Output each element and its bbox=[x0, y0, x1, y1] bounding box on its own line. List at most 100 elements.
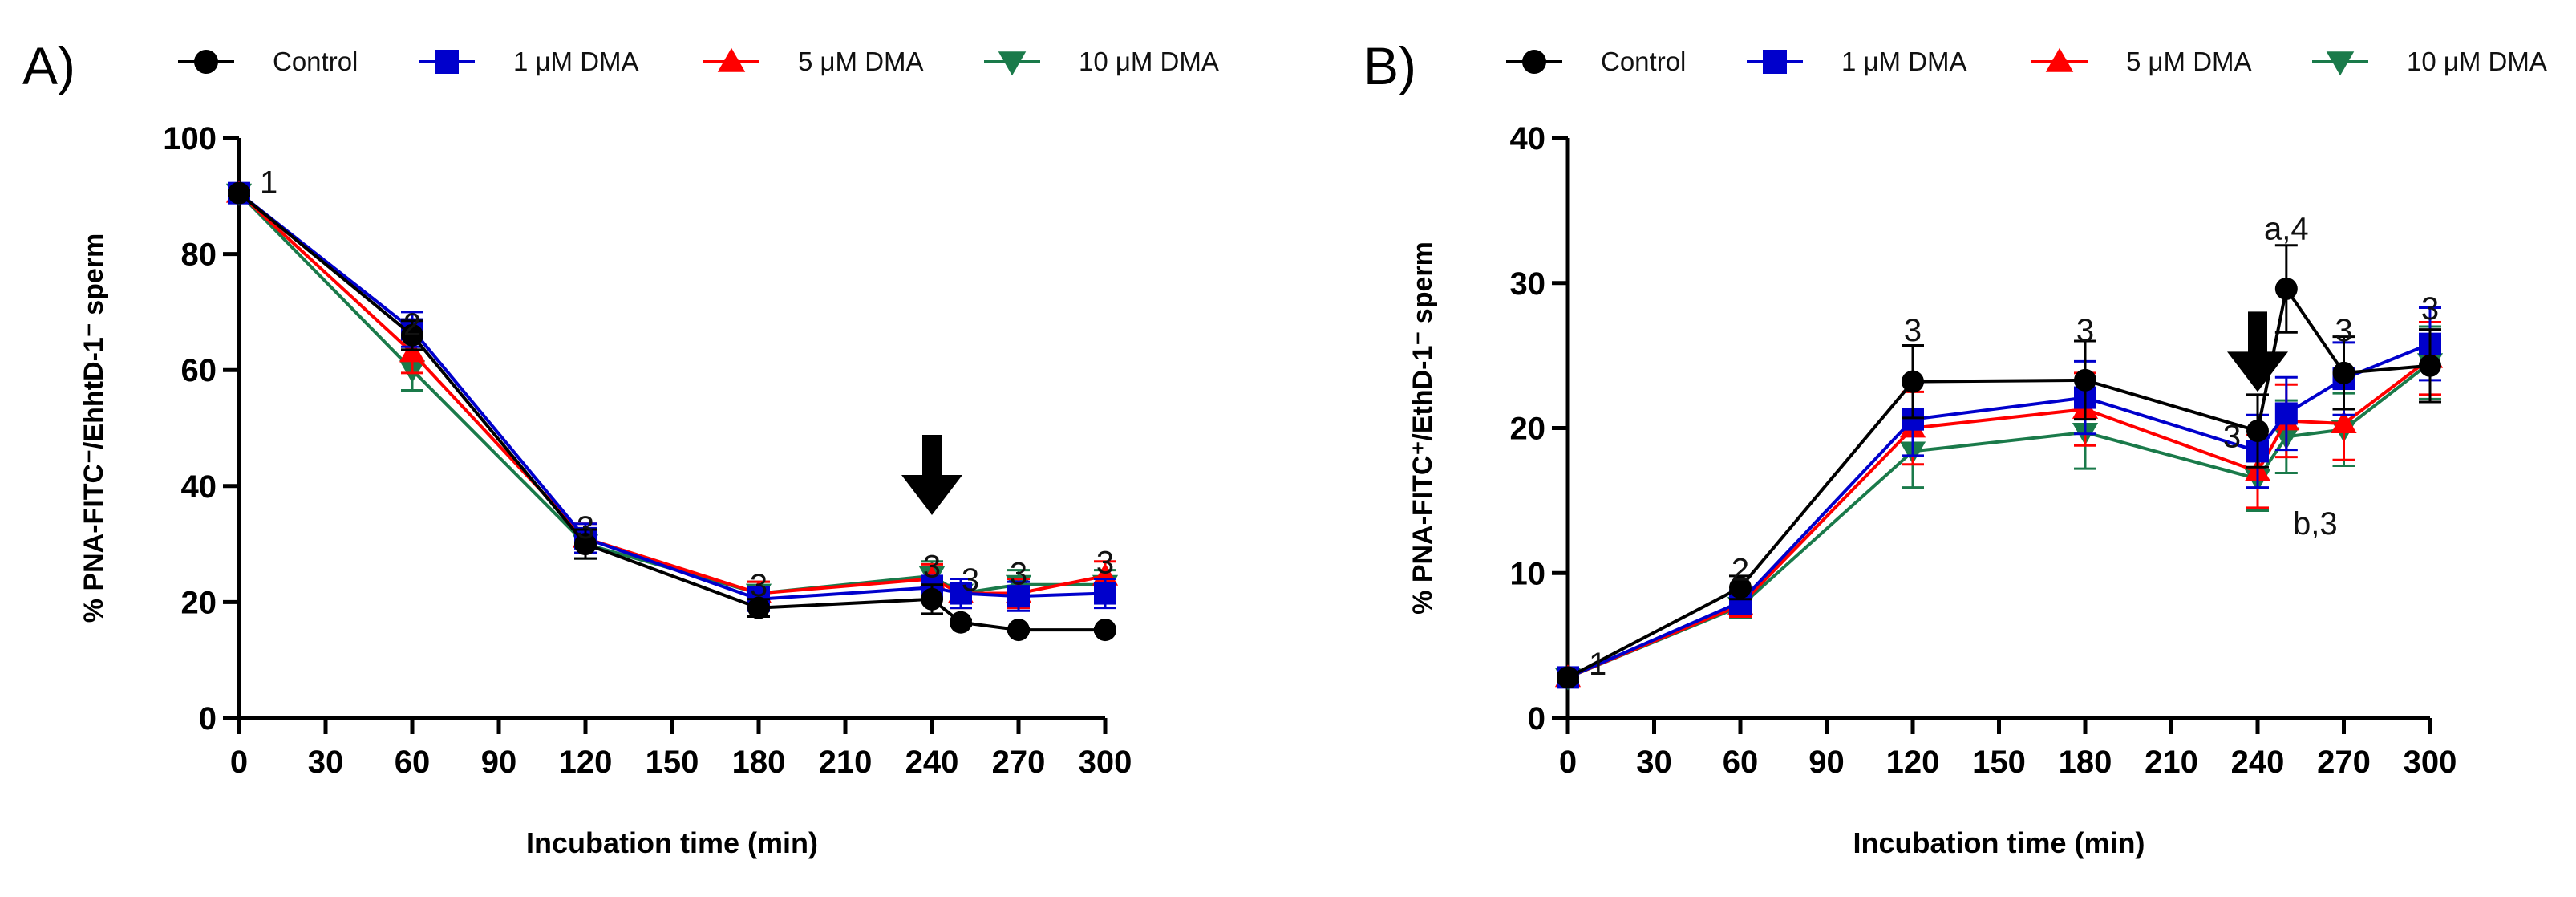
significance-label: 3 bbox=[2335, 313, 2352, 348]
legend-label: 5 μM DMA bbox=[798, 47, 924, 76]
x-tick-label: 60 bbox=[395, 745, 431, 780]
data-point bbox=[1094, 582, 1116, 605]
x-tick-label: 120 bbox=[1886, 745, 1940, 780]
series-line bbox=[1567, 284, 2431, 680]
legend-label: 10 μM DMA bbox=[2407, 47, 2547, 76]
data-point bbox=[747, 596, 770, 619]
significance-label: 3 bbox=[1904, 313, 1922, 348]
legend-entry: Control bbox=[178, 47, 358, 76]
significance-label: 3 bbox=[2421, 291, 2439, 327]
legend-entry: 5 μM DMA bbox=[2031, 47, 2252, 76]
significance-label: 1 bbox=[1589, 647, 1606, 682]
series-2 bbox=[225, 180, 1119, 610]
y-axis-title: % PNA-FITC⁺/EthD-1⁻ sperm bbox=[1407, 242, 1438, 615]
data-point bbox=[950, 611, 972, 634]
x-tick-label: 30 bbox=[308, 745, 344, 780]
x-tick-label: 240 bbox=[2231, 745, 2285, 780]
y-tick-label: 40 bbox=[1510, 121, 1546, 156]
y-tick-label: 0 bbox=[199, 701, 217, 737]
data-point bbox=[2274, 402, 2298, 425]
y-tick-label: 80 bbox=[181, 237, 217, 273]
x-tick-label: 270 bbox=[992, 745, 1046, 780]
legend-marker bbox=[998, 51, 1027, 76]
legend-label: Control bbox=[1601, 47, 1686, 76]
data-point bbox=[2331, 410, 2357, 433]
data-point bbox=[2246, 420, 2269, 443]
significance-label: a,4 bbox=[2264, 212, 2309, 247]
significance-label: 3 bbox=[1096, 545, 1114, 580]
x-tick-label: 180 bbox=[732, 745, 786, 780]
legend-marker bbox=[1763, 50, 1787, 74]
data-point bbox=[574, 533, 597, 556]
legend-entry: 1 μM DMA bbox=[419, 47, 639, 76]
data-point bbox=[2074, 368, 2096, 392]
treatment-arrow bbox=[901, 434, 962, 515]
x-tick-label: 300 bbox=[1079, 745, 1132, 780]
series-1 bbox=[228, 181, 1116, 612]
series-line bbox=[237, 192, 1106, 601]
data-point bbox=[921, 587, 943, 611]
legend-marker bbox=[717, 47, 746, 72]
legend-marker bbox=[194, 50, 218, 74]
significance-label: 3 bbox=[923, 549, 941, 584]
significance-label: 3 bbox=[750, 568, 768, 603]
chart-panel-a: A) Control 1 μM DMA 5 μM DMA 10 μM DMA020406… bbox=[22, 36, 1219, 859]
legend-entry: 10 μM DMA bbox=[2312, 47, 2547, 76]
legend-label: 5 μM DMA bbox=[2126, 47, 2252, 76]
data-point bbox=[2419, 354, 2441, 377]
data-point bbox=[1007, 619, 1030, 642]
series-3 bbox=[225, 183, 1119, 610]
x-tick-label: 240 bbox=[905, 745, 959, 780]
significance-label: 3 bbox=[2076, 313, 2094, 348]
y-tick-label: 40 bbox=[181, 469, 217, 505]
x-axis-title: Incubation time (min) bbox=[526, 826, 818, 859]
x-tick-label: 150 bbox=[646, 745, 699, 780]
legend-entry: 1 μM DMA bbox=[1747, 47, 1967, 76]
y-tick-label: 100 bbox=[163, 121, 217, 156]
x-tick-label: 180 bbox=[2059, 745, 2112, 780]
data-point bbox=[2274, 277, 2298, 300]
legend-label: 10 μM DMA bbox=[1079, 47, 1219, 76]
legend-label: Control bbox=[273, 47, 358, 76]
chart-panel-b: B) Control 1 μM DMA 5 μM DMA 10 μM DMA010203… bbox=[1363, 36, 2547, 859]
x-tick-label: 150 bbox=[1972, 745, 2026, 780]
significance-label: b,3 bbox=[2293, 506, 2338, 542]
panel-label: A) bbox=[22, 36, 75, 95]
significance-label: 3 bbox=[962, 562, 979, 598]
x-tick-label: 90 bbox=[481, 745, 517, 780]
data-point bbox=[1557, 666, 1579, 689]
x-tick-label: 210 bbox=[2145, 745, 2198, 780]
series-0 bbox=[1557, 244, 2441, 689]
legend-entry: Control bbox=[1506, 47, 1686, 76]
y-tick-label: 20 bbox=[181, 585, 217, 620]
x-tick-label: 270 bbox=[2317, 745, 2371, 780]
series-line bbox=[237, 192, 1105, 595]
data-point bbox=[401, 323, 423, 347]
y-tick-label: 20 bbox=[1510, 412, 1546, 447]
x-tick-label: 300 bbox=[2404, 745, 2457, 780]
x-tick-label: 0 bbox=[230, 745, 248, 780]
x-tick-label: 0 bbox=[1559, 745, 1577, 780]
significance-label: 2 bbox=[1732, 552, 1749, 587]
legend-marker bbox=[435, 50, 459, 74]
data-point bbox=[228, 181, 250, 205]
legend-entry: 10 μM DMA bbox=[984, 47, 1219, 76]
data-point bbox=[1902, 370, 1924, 393]
legend-marker bbox=[1522, 50, 1546, 74]
y-tick-label: 60 bbox=[181, 353, 217, 388]
significance-label: 3 bbox=[1010, 557, 1027, 592]
y-tick-label: 30 bbox=[1510, 266, 1546, 302]
x-tick-label: 90 bbox=[1808, 745, 1845, 780]
significance-label: 2 bbox=[403, 307, 421, 343]
data-point bbox=[1729, 576, 1752, 599]
data-point bbox=[950, 582, 972, 605]
y-axis-title: % PNA-FITC⁻/EhhtD-1⁻ sperm bbox=[79, 233, 109, 623]
series-2 bbox=[1554, 321, 2444, 688]
significance-label: 3 bbox=[577, 510, 594, 546]
x-tick-label: 210 bbox=[819, 745, 873, 780]
series-line bbox=[237, 192, 1106, 595]
y-tick-label: 10 bbox=[1510, 556, 1546, 591]
data-point bbox=[1007, 585, 1030, 608]
x-tick-label: 30 bbox=[1636, 745, 1672, 780]
